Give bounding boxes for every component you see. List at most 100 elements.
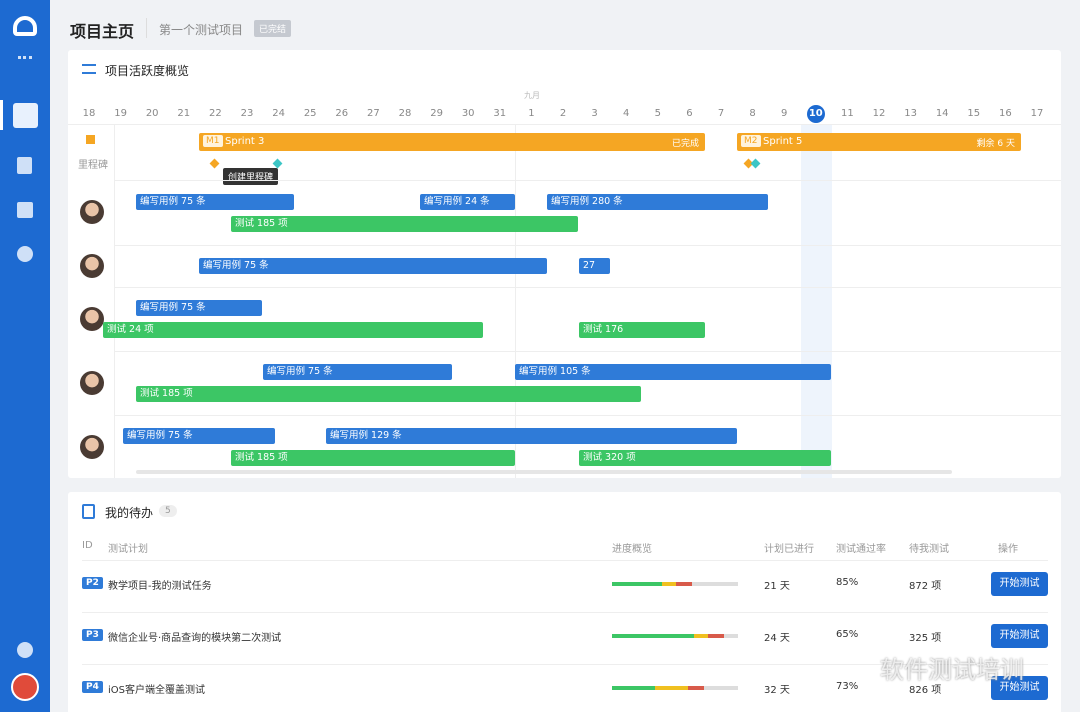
- date-label: 23: [240, 108, 254, 119]
- watermark: 软件测试培训: [880, 656, 1024, 684]
- help-icon[interactable]: [17, 642, 33, 658]
- date-label: 25: [303, 108, 317, 119]
- column-header: 测试通过率: [836, 544, 886, 555]
- activity-bar[interactable]: 编写用例 75 条: [263, 364, 452, 380]
- activity-bar[interactable]: 编写用例 75 条: [123, 428, 275, 444]
- active-indicator: [0, 100, 3, 130]
- activity-bar[interactable]: 编写用例 280 条: [547, 194, 768, 210]
- sidebar: [0, 0, 50, 712]
- milestone-status: 剩余 6 天: [976, 139, 1015, 149]
- milestone-bar[interactable]: M2 Sprint 5 剩余 6 天: [737, 133, 1021, 151]
- todo-icon: [82, 504, 95, 519]
- cell-elapsed: 32 天: [764, 685, 790, 696]
- milestone-name: Sprint 5: [763, 136, 803, 147]
- date-label: 3: [591, 108, 598, 119]
- activity-bar[interactable]: 测试 320 项: [579, 450, 831, 466]
- nav-docs[interactable]: [17, 157, 32, 174]
- plan-name[interactable]: iOS客户端全覆盖测试: [108, 685, 205, 696]
- project-name: 第一个测试项目: [159, 23, 244, 37]
- milestone-bar[interactable]: M1 Sprint 3 已完成: [199, 133, 705, 151]
- progress-segment: [676, 582, 692, 586]
- row-divider: [68, 124, 1061, 125]
- column-header: 操作: [998, 544, 1018, 555]
- date-label: 15: [967, 108, 981, 119]
- activity-bar[interactable]: 27: [579, 258, 610, 274]
- date-label: 7: [717, 108, 725, 119]
- milestone-marker[interactable]: [750, 158, 761, 169]
- nav-tasks[interactable]: [17, 202, 33, 218]
- date-label: 29: [430, 108, 443, 119]
- activity-bar[interactable]: 编写用例 129 条: [326, 428, 737, 444]
- milestone-name: Sprint 3: [225, 136, 265, 147]
- milestone-status: 已完成: [671, 139, 699, 149]
- milestone-icon: [86, 135, 95, 144]
- activity-bar[interactable]: 测试 185 项: [231, 216, 578, 232]
- date-label: 18: [82, 108, 96, 119]
- activity-bar[interactable]: 编写用例 75 条: [136, 300, 262, 316]
- plan-id: P2: [82, 577, 103, 589]
- divider: [146, 18, 147, 38]
- column-header: ID: [82, 540, 93, 551]
- date-label: 13: [904, 108, 917, 119]
- tooltip: 创建里程碑: [223, 168, 279, 185]
- date-label: 27: [367, 108, 380, 119]
- plan-id: P4: [82, 681, 103, 693]
- date-label: 24: [272, 108, 285, 119]
- progress-segment: [612, 582, 662, 586]
- milestone-code: M1: [203, 135, 223, 147]
- milestone-marker[interactable]: [272, 158, 283, 169]
- plan-id: P3: [82, 629, 103, 641]
- user-avatar[interactable]: [11, 673, 39, 701]
- activity-bar[interactable]: 编写用例 75 条: [199, 258, 547, 274]
- progress-segment: [655, 686, 688, 690]
- row-divider: [114, 415, 1061, 416]
- start-button[interactable]: 开始测试: [991, 676, 1048, 700]
- member-avatar[interactable]: [80, 435, 104, 459]
- activity-bar[interactable]: 测试 24 项: [103, 322, 483, 338]
- date-label: 11: [841, 108, 854, 119]
- activity-bar[interactable]: 测试 185 项: [136, 386, 641, 402]
- nav-project[interactable]: [13, 103, 38, 128]
- progress-segment: [708, 634, 724, 638]
- cell-pass-rate: 73%: [836, 681, 859, 692]
- start-button[interactable]: 开始测试: [991, 572, 1048, 596]
- progress-segment: [612, 634, 694, 638]
- member-avatar[interactable]: [80, 307, 104, 331]
- date-label: 28: [398, 108, 412, 119]
- activity-bar[interactable]: 编写用例 24 条: [420, 194, 515, 210]
- date-label: 8: [749, 108, 756, 119]
- start-button[interactable]: 开始测试: [991, 624, 1048, 648]
- todo-count: 5: [159, 505, 177, 517]
- milestone-label: 里程碑: [78, 160, 108, 171]
- progress-segment: [694, 634, 708, 638]
- cell-pending: 872 项: [909, 581, 942, 592]
- date-label: 31: [493, 108, 507, 119]
- row-divider: [82, 664, 1048, 665]
- cell-elapsed: 21 天: [764, 581, 790, 592]
- nav-report[interactable]: [17, 246, 33, 262]
- member-avatar[interactable]: [80, 371, 104, 395]
- member-avatar[interactable]: [80, 200, 104, 224]
- activity-bar[interactable]: 编写用例 75 条: [136, 194, 294, 210]
- more-icon[interactable]: [18, 56, 32, 59]
- date-label: 5: [654, 108, 661, 119]
- column-header: 待我测试: [909, 544, 949, 555]
- row-divider: [82, 612, 1048, 613]
- plan-name[interactable]: 教学项目-我的测试任务: [108, 581, 212, 592]
- date-label: 6: [686, 108, 693, 119]
- member-avatar[interactable]: [80, 254, 104, 278]
- plan-name[interactable]: 微信企业号·商品查询的模块第二次测试: [108, 633, 282, 644]
- date-label: 26: [335, 108, 349, 119]
- milestone-marker[interactable]: [209, 158, 220, 169]
- activity-bar[interactable]: 编写用例 105 条: [515, 364, 831, 380]
- date-label: 16: [999, 108, 1012, 119]
- cell-pending: 325 项: [909, 633, 942, 644]
- label-divider: [114, 124, 115, 478]
- activity-card: 项目活跃度概览 九月 里程碑 创建里程碑 18 19 20 21 22 23 24 25 26 2…: [68, 50, 1061, 478]
- today-date: 10: [806, 105, 825, 123]
- scrollbar[interactable]: [136, 470, 952, 474]
- cell-elapsed: 24 天: [764, 633, 790, 644]
- row-divider: [82, 560, 1048, 561]
- activity-bar[interactable]: 测试 176: [579, 322, 705, 338]
- activity-bar[interactable]: 测试 185 项: [231, 450, 515, 466]
